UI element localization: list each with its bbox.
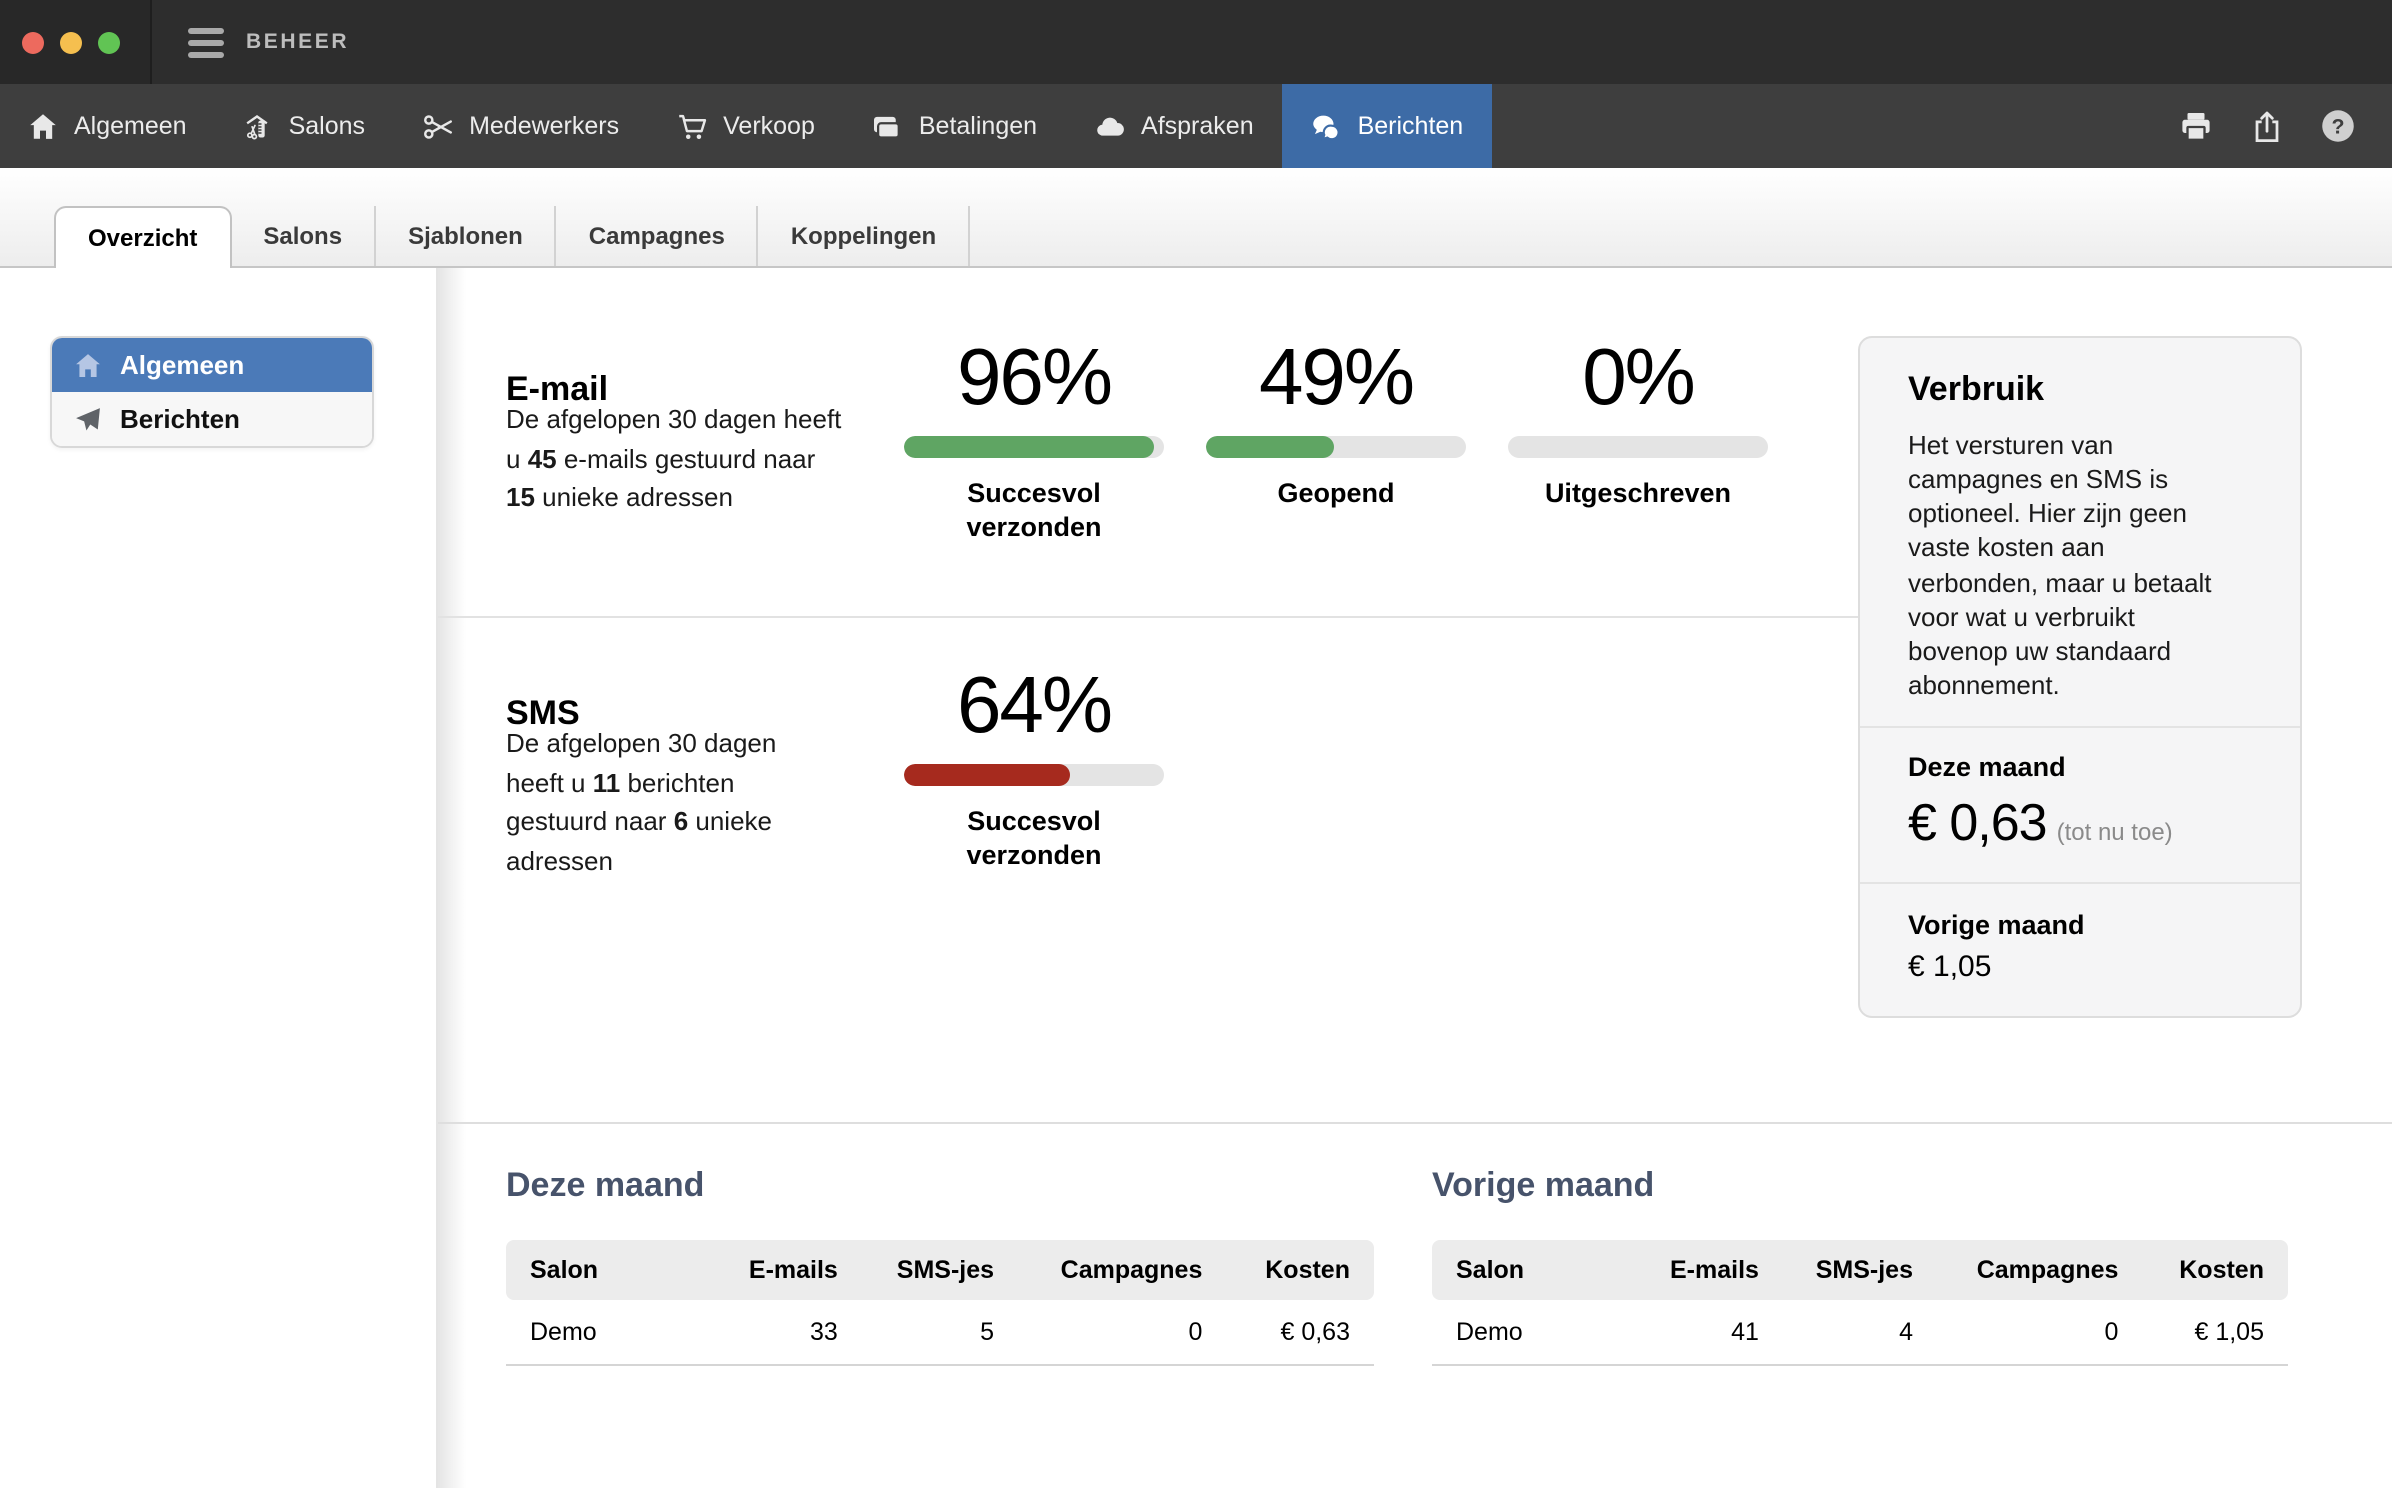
last-month-table: Salon E-mails SMS-jes Campagnes Kosten Demo 4… xyxy=(1432,1240,2288,1366)
menu-icon[interactable] xyxy=(188,27,224,57)
tab-sjablonen[interactable]: Sjablonen xyxy=(376,206,557,266)
progress-bar xyxy=(904,436,1164,458)
table-header-row: Salon E-mails SMS-jes Campagnes Kosten xyxy=(1432,1240,2288,1300)
last-month-label: Vorige maand xyxy=(1908,910,2085,941)
email-stat-opened: 49% Geopend xyxy=(1206,336,1466,511)
email-stat-unsubscribed: 0% Uitgeschreven xyxy=(1508,336,1768,511)
home-icon xyxy=(30,113,56,138)
titlebar: BEHEER xyxy=(0,0,2392,84)
sms-section-title: SMS xyxy=(506,694,580,732)
nav-item-betalingen[interactable]: Betalingen xyxy=(843,84,1065,168)
help-button[interactable]: ? xyxy=(2320,108,2356,144)
tab-campagnes[interactable]: Campagnes xyxy=(557,206,759,266)
email-section-title: E-mail xyxy=(506,370,609,408)
tab-overzicht[interactable]: Overzicht xyxy=(54,206,232,268)
zoom-button[interactable] xyxy=(98,31,120,53)
section-divider xyxy=(438,616,1858,618)
email-stat-sent: 96% Succesvol verzonden xyxy=(904,336,1164,545)
sidebar-item-berichten[interactable]: Berichten xyxy=(52,392,372,446)
nav-item-verkoop[interactable]: Verkoop xyxy=(647,84,843,168)
overview-content: E-mail De afgelopen 30 dagen heeft u 45 … xyxy=(436,268,2392,1488)
table-row: Demo 41 4 0 € 1,05 xyxy=(1432,1300,2288,1366)
nav-item-berichten[interactable]: Berichten xyxy=(1281,84,1492,168)
sidebar: Algemeen Berichten xyxy=(0,268,436,1488)
send-icon xyxy=(76,407,100,430)
this-month-amount: € 0,63 xyxy=(1908,792,2048,853)
verbruik-panel: Verbruik Het versturen van campagnes en … xyxy=(1858,336,2302,1019)
payments-icon xyxy=(874,115,901,138)
section-tabs: Overzicht Salons Sjablonen Campagnes Kop… xyxy=(0,168,2392,268)
nav-item-algemeen[interactable]: Algemeen xyxy=(0,84,215,168)
table-header-row: Salon E-mails SMS-jes Campagnes Kosten xyxy=(506,1240,1374,1300)
window-controls xyxy=(0,0,152,84)
nav-item-afspraken[interactable]: Afspraken xyxy=(1065,84,1282,168)
last-month-table-title: Vorige maand xyxy=(1432,1166,1655,1204)
nav-item-medewerkers[interactable]: Medewerkers xyxy=(393,84,647,168)
nav-item-salons[interactable]: Salons xyxy=(215,84,393,168)
progress-bar xyxy=(904,764,1164,786)
this-month-label: Deze maand xyxy=(1908,752,2066,783)
salon-icon xyxy=(247,114,269,139)
verbruik-title: Verbruik xyxy=(1908,370,2045,408)
progress-bar xyxy=(1508,436,1768,458)
this-month-note: (tot nu toe) xyxy=(2056,818,2173,847)
sms-stat-sent: 64% Succesvol verzonden xyxy=(904,664,1164,873)
minimize-button[interactable] xyxy=(60,31,82,53)
main-navbar: Algemeen Salons Medewerkers xyxy=(0,84,2392,168)
this-month-table: Salon E-mails SMS-jes Campagnes Kosten Demo 3… xyxy=(506,1240,1374,1366)
this-month-table-title: Deze maand xyxy=(506,1166,705,1204)
section-divider xyxy=(438,1122,2392,1124)
close-button[interactable] xyxy=(22,31,44,53)
cart-icon xyxy=(678,113,706,138)
navbar-actions: ? xyxy=(2178,84,2392,168)
app-title: BEHEER xyxy=(246,30,350,54)
email-description: De afgelopen 30 dagen heeft u 45 e-mails… xyxy=(506,404,842,512)
help-icon: ? xyxy=(2322,110,2354,142)
last-month-amount: € 1,05 xyxy=(1908,950,1992,985)
share-icon xyxy=(2255,110,2279,141)
chat-icon xyxy=(1312,114,1340,140)
svg-text:?: ? xyxy=(2331,115,2344,139)
print-button[interactable] xyxy=(2178,109,2214,143)
verbruik-body: Het versturen van campagnes en SMS is op… xyxy=(1908,430,2212,701)
scissors-icon xyxy=(423,114,452,138)
progress-bar xyxy=(1206,436,1466,458)
tab-salons[interactable]: Salons xyxy=(231,206,377,266)
sms-description: De afgelopen 30 dagen heeft u 11 bericht… xyxy=(506,728,777,875)
tab-koppelingen[interactable]: Koppelingen xyxy=(759,206,971,266)
share-button[interactable] xyxy=(2250,109,2284,143)
home-icon xyxy=(76,353,100,377)
printer-icon xyxy=(2182,111,2210,140)
table-row: Demo 33 5 0 € 0,63 xyxy=(506,1300,1374,1366)
sidebar-item-algemeen[interactable]: Algemeen xyxy=(52,338,372,392)
cloud-icon xyxy=(1096,116,1123,135)
